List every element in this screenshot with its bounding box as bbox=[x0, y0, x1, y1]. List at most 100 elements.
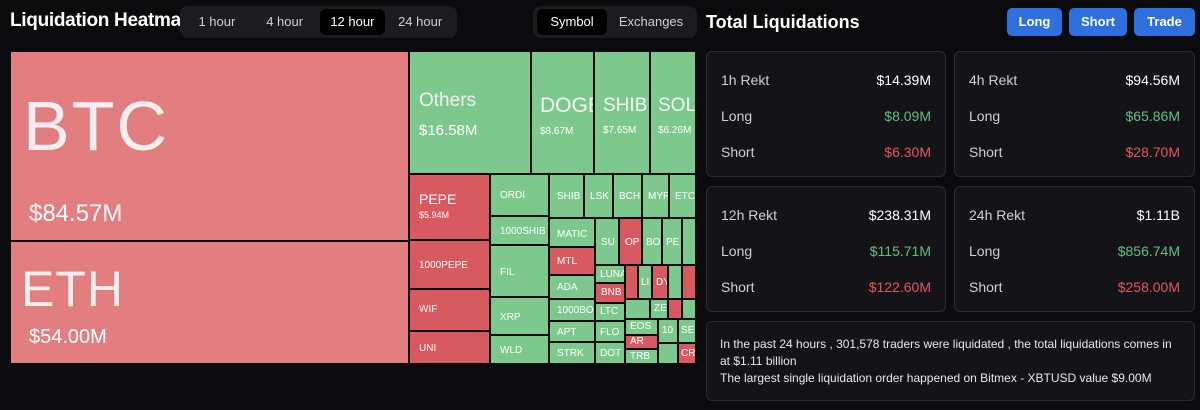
stat-1h-total: $14.39M bbox=[876, 72, 931, 88]
stat-4h-total: $94.56M bbox=[1125, 72, 1180, 88]
tile-pepe-value: $5.94M bbox=[419, 210, 450, 220]
tile-sol-symbol: SOL bbox=[658, 95, 696, 116]
stat-4h-short: $28.70M bbox=[1125, 144, 1180, 160]
stat-12h-short: $122.60M bbox=[868, 279, 931, 295]
time-range-selector: 1 hour 4 hour 12 hour 24 hour bbox=[180, 6, 457, 38]
tile-ar[interactable]: AR bbox=[625, 335, 658, 349]
tile-mtl[interactable]: MTL bbox=[549, 247, 595, 275]
stat-24h-long: $856.74M bbox=[1117, 243, 1180, 259]
tile-se[interactable]: SE bbox=[678, 319, 696, 343]
tile-misc-d[interactable] bbox=[625, 265, 638, 299]
tile-wif[interactable]: WIF bbox=[409, 289, 490, 331]
stat-24h-long-label: Long bbox=[969, 243, 1001, 259]
tile-misc-i[interactable] bbox=[682, 299, 696, 319]
stat-card-24h: 24h Rekt $1.11B Long $856.74M Short $258… bbox=[954, 186, 1195, 312]
stat-1h-long-label: Long bbox=[721, 108, 753, 124]
time-option-1h[interactable]: 1 hour bbox=[198, 14, 236, 29]
summary-line-largest: The largest single liquidation order hap… bbox=[720, 371, 1152, 385]
tile-sol[interactable]: SOL $6.26M bbox=[650, 51, 696, 174]
tile-strk[interactable]: STRK bbox=[549, 342, 595, 364]
tile-matic[interactable]: MATIC bbox=[549, 218, 595, 247]
short-button[interactable]: Short bbox=[1069, 8, 1127, 36]
tile-shib-value: $7.65M bbox=[603, 125, 637, 136]
tile-xrp[interactable]: XRP bbox=[490, 297, 549, 335]
tile-pepe[interactable]: PEPE $5.94M bbox=[409, 174, 490, 240]
tile-doge-symbol: DOGE bbox=[540, 94, 593, 117]
tile-eth[interactable]: ETH $54.00M bbox=[10, 241, 409, 364]
tile-fil[interactable]: FIL bbox=[490, 245, 549, 297]
tile-ada[interactable]: ADA bbox=[549, 275, 595, 299]
trade-button[interactable]: Trade bbox=[1134, 8, 1195, 36]
tile-shib[interactable]: SHIB $7.65M bbox=[594, 51, 650, 174]
summary-line-traders: In the past 24 hours , 301,578 traders w… bbox=[720, 337, 1172, 368]
tile-1000shib[interactable]: 1000SHIB bbox=[490, 216, 549, 245]
tile-btc-value: $84.57M bbox=[29, 200, 123, 227]
stat-24h-title: 24h Rekt bbox=[969, 207, 1026, 223]
tile-others-symbol: Others bbox=[419, 90, 477, 111]
tile-misc-j[interactable] bbox=[658, 343, 678, 364]
tile-ze[interactable]: ZE bbox=[650, 299, 668, 319]
tile-flo[interactable]: FLO bbox=[595, 321, 625, 342]
stat-12h-short-label: Short bbox=[721, 279, 755, 295]
stat-1h-long: $8.09M bbox=[884, 108, 931, 124]
view-mode-selector: Symbol Exchanges bbox=[533, 6, 697, 38]
tile-uni[interactable]: UNI bbox=[409, 331, 490, 364]
tile-10[interactable]: 10 bbox=[658, 319, 678, 343]
stat-4h-short-label: Short bbox=[969, 144, 1003, 160]
tile-cr[interactable]: CR bbox=[678, 343, 696, 364]
time-option-12h[interactable]: 12 hour bbox=[319, 9, 386, 35]
tile-1000pepe[interactable]: 1000PEPE bbox=[409, 240, 490, 289]
tile-dy[interactable]: DY bbox=[652, 265, 668, 299]
stat-card-4h: 4h Rekt $94.56M Long $65.86M Short $28.7… bbox=[954, 51, 1195, 177]
stat-4h-long: $65.86M bbox=[1125, 108, 1180, 124]
tile-misc-g[interactable] bbox=[625, 299, 650, 319]
stat-card-1h: 1h Rekt $14.39M Long $8.09M Short $6.30M bbox=[706, 51, 946, 177]
tile-bch[interactable]: BCH bbox=[613, 174, 642, 218]
tile-doge-value: $8.67M bbox=[540, 126, 574, 137]
tile-others[interactable]: Others $16.58M bbox=[409, 51, 531, 174]
tile-bo[interactable]: BO bbox=[642, 218, 662, 265]
tile-wld[interactable]: WLD bbox=[490, 335, 549, 364]
tile-eth-value: $54.00M bbox=[29, 326, 107, 348]
tile-btc[interactable]: BTC $84.57M bbox=[10, 51, 409, 241]
tile-ltc[interactable]: LTC bbox=[595, 303, 625, 321]
tile-li[interactable]: LI bbox=[638, 265, 652, 299]
tile-ordi[interactable]: ORDI bbox=[490, 174, 549, 216]
tile-doge[interactable]: DOGE $8.67M bbox=[531, 51, 594, 174]
tile-dot[interactable]: DOT bbox=[595, 342, 625, 364]
tile-myr[interactable]: MYR bbox=[642, 174, 669, 218]
tile-trb[interactable]: TRB bbox=[625, 349, 658, 364]
tile-luna[interactable]: LUNA bbox=[595, 265, 625, 283]
tile-1000bo[interactable]: 1000BO bbox=[549, 299, 595, 321]
stat-4h-long-label: Long bbox=[969, 108, 1001, 124]
tile-pepe-symbol: PEPE bbox=[419, 191, 457, 207]
tile-su[interactable]: SU bbox=[595, 218, 619, 265]
tile-op[interactable]: OP bbox=[619, 218, 642, 265]
time-option-4h[interactable]: 4 hour bbox=[266, 14, 304, 29]
tile-eth-symbol: ETH bbox=[21, 261, 124, 317]
tile-shib-symbol: SHIB bbox=[603, 95, 648, 116]
tile-misc-e[interactable] bbox=[668, 265, 682, 299]
view-option-symbol[interactable]: Symbol bbox=[537, 9, 607, 35]
tile-etc[interactable]: ETC bbox=[669, 174, 696, 218]
tile-sol-value: $6.26M bbox=[658, 125, 692, 136]
stat-24h-short: $258.00M bbox=[1117, 279, 1180, 295]
long-button[interactable]: Long bbox=[1007, 8, 1062, 36]
tile-misc-a[interactable] bbox=[682, 218, 696, 265]
tile-bnb[interactable]: BNB bbox=[595, 283, 625, 303]
tile-misc-f[interactable] bbox=[682, 265, 696, 299]
tile-lsk[interactable]: LSK bbox=[584, 174, 613, 218]
tile-shib-small[interactable]: SHIB bbox=[549, 174, 584, 218]
stat-24h-short-label: Short bbox=[969, 279, 1003, 295]
tile-apt[interactable]: APT bbox=[549, 321, 595, 342]
stat-24h-total: $1.11B bbox=[1136, 207, 1180, 223]
tile-pe[interactable]: PE bbox=[662, 218, 682, 265]
stat-card-12h: 12h Rekt $238.31M Long $115.71M Short $1… bbox=[706, 186, 946, 312]
tile-misc-h[interactable] bbox=[668, 299, 682, 319]
time-option-24h[interactable]: 24 hour bbox=[398, 14, 443, 29]
stat-1h-short: $6.30M bbox=[884, 144, 931, 160]
tile-eos[interactable]: EOS bbox=[625, 319, 658, 335]
view-option-exchanges[interactable]: Exchanges bbox=[618, 14, 684, 29]
tile-others-value: $16.58M bbox=[419, 122, 478, 139]
stat-1h-short-label: Short bbox=[721, 144, 755, 160]
